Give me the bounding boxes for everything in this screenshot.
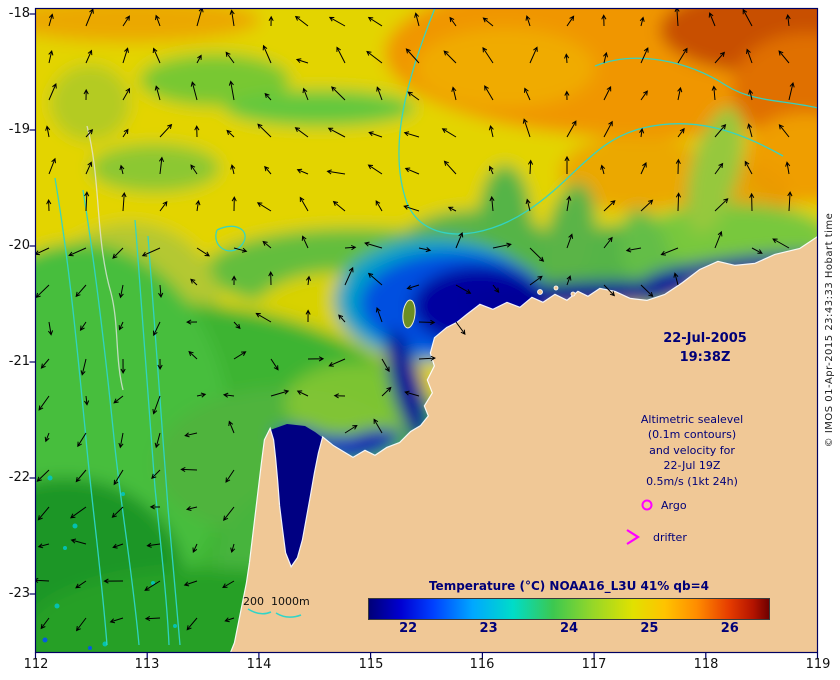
sealevel-contour-3 [215, 225, 246, 252]
drifter-marker-icon [626, 529, 641, 545]
land-mass [231, 237, 818, 653]
barrow-island [402, 299, 416, 329]
y-tick-label--22: -22 [8, 470, 30, 485]
isobath-contour-4 [147, 235, 181, 646]
colorbar-tick-25: 25 [640, 621, 659, 636]
x-tick-label-118: 118 [693, 657, 719, 672]
y-tick-label--21: -21 [8, 354, 30, 369]
colorbar-tick-23: 23 [479, 621, 498, 636]
sealevel-contour-2 [594, 57, 818, 109]
y-tick-label--19: -19 [8, 122, 30, 137]
x-tick-label-115: 115 [358, 657, 384, 672]
isobath-contour-2 [82, 189, 140, 646]
isobath-contour-3 [134, 219, 170, 646]
isobath-contour-1 [54, 177, 108, 646]
imos-credit: © IMOS 01-Apr-2015 23:43:33 Hobart time [824, 212, 835, 448]
observation-markers [626, 499, 653, 545]
x-tick-label-116: 116 [469, 657, 495, 672]
datetime-annotation: 22-Jul-2005 19:38Z [645, 330, 765, 368]
y-tick-label--18: -18 [8, 6, 30, 21]
argo-marker-icon [641, 499, 653, 511]
bathy-legend-label: 200 1000m [243, 595, 310, 608]
sealevel-contour-1 [398, 8, 784, 235]
axis-ticks [29, 13, 819, 659]
x-tick-label-117: 117 [581, 657, 607, 672]
date-line: 22-Jul-2005 [663, 331, 747, 346]
colorbar-tick-26: 26 [720, 621, 739, 636]
colorbar-tick-22: 22 [399, 621, 418, 636]
velocity-arrows [35, 8, 795, 632]
contours [54, 8, 818, 646]
land-and-coast [229, 236, 818, 653]
x-tick-label-113: 113 [134, 657, 160, 672]
argo-label: Argo [661, 499, 687, 512]
cold-specks [42, 475, 177, 650]
colorbar-tick-labels: 22 23 24 25 26 [368, 621, 770, 637]
time-line: 19:38Z [679, 349, 731, 365]
islands [402, 285, 576, 329]
sealevel-contour-white [86, 125, 124, 391]
colorbar-tick-24: 24 [559, 621, 579, 636]
x-tick-label-114: 114 [246, 657, 272, 672]
colorbar-title: Temperature (°C) NOAA16_L3U 41% qb=4 [428, 579, 710, 593]
colorbar [368, 598, 770, 620]
plot-frame [34, 7, 819, 654]
x-tick-label-119: 119 [805, 657, 831, 672]
altimetric-note: Altimetric sealevel (0.1m contours) and … [640, 413, 744, 488]
x-tick-label-112: 112 [23, 657, 49, 672]
bathy-legend-lines [247, 608, 302, 618]
y-tick-label--20: -20 [8, 238, 30, 253]
drifter-label: drifter [653, 531, 687, 544]
y-tick-label--23: -23 [8, 586, 30, 601]
